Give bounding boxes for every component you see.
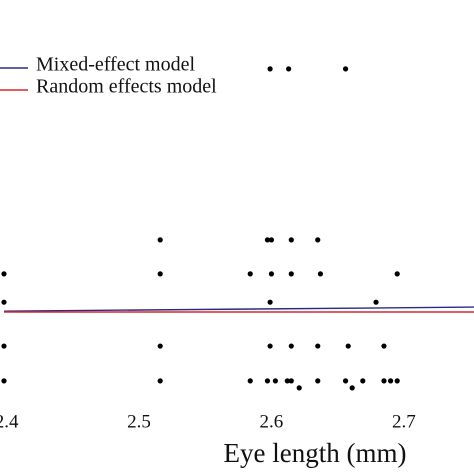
point [1,271,7,277]
point [264,378,271,384]
point [315,378,321,384]
point [264,237,271,243]
point [394,271,400,277]
x-tick-label: 2.5 [127,411,151,432]
point [342,378,349,384]
point [286,66,292,72]
point [360,378,366,384]
point [288,343,294,349]
point [381,378,387,384]
point [1,378,7,384]
x-axis-label: Eye length (mm) [224,438,407,468]
point [1,299,7,305]
fit-line [3,306,474,312]
legend-label: Random effects model [36,76,217,98]
point [345,343,351,349]
point [387,378,394,384]
point [296,385,302,391]
point [157,343,163,349]
point [267,66,273,72]
x-tick-label: 2.7 [392,411,416,432]
legend-label: Mixed-effect model [36,54,195,76]
point [268,237,275,243]
point [315,237,321,243]
point [1,343,7,349]
point [157,378,163,384]
point [288,378,294,384]
point [267,299,273,305]
point [272,378,278,384]
point [247,271,253,277]
point [315,343,321,349]
point [247,378,253,384]
point [317,271,324,277]
point [373,299,379,305]
point [268,271,275,277]
point [288,237,294,243]
point [342,66,349,72]
point [349,385,355,391]
point [157,237,163,243]
x-tick-label: 2.4 [0,411,19,432]
point [288,271,294,277]
point [157,271,163,277]
point [394,378,400,384]
x-tick-label: 2.6 [260,411,284,432]
point [381,343,387,349]
point [284,378,290,384]
point [267,343,273,349]
